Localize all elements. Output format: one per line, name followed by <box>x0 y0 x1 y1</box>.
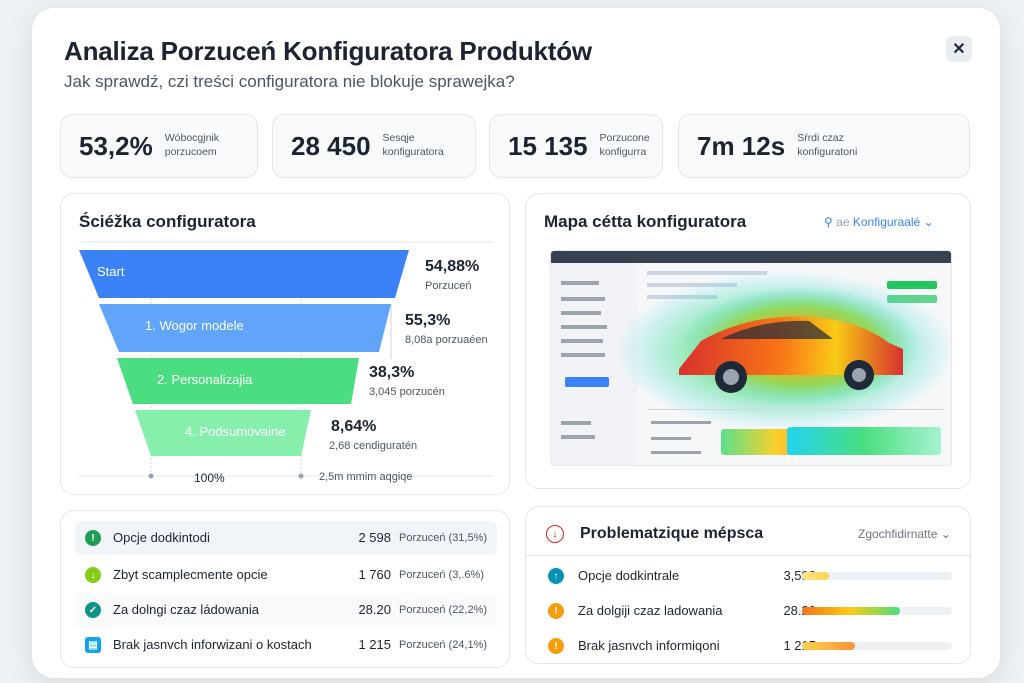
kpi-sessions: 28 450 Sesqje konfiguratora <box>272 114 476 178</box>
dropdown-prefix: ae <box>836 215 850 229</box>
heatmap-screenshot <box>550 250 952 466</box>
funnel-pct-personal: 38,3% <box>369 364 415 381</box>
dropdown-label: Zgochfidirnatte <box>858 527 938 541</box>
reason-share: Porzuceń (22,2%) <box>399 604 488 616</box>
list-item[interactable]: ↓ Zbyt scamplecmente opcie 1 760 Porzuce… <box>75 558 497 592</box>
kpi-label: Porzucone konfigurra <box>599 132 650 158</box>
funnel-pct-summary: 8,64% <box>331 418 377 435</box>
close-button[interactable]: ✕ <box>946 36 972 62</box>
heatmap-card: Mapa cétta konfiguratora ⚲ ae Konfiguraa… <box>525 193 971 489</box>
funnel-footer-left: 100% <box>194 471 225 485</box>
funnel-card: Ściéžka configuratora Start 1. Wogor mod… <box>60 193 510 495</box>
arrow-down-icon: ↓ <box>85 567 101 583</box>
funnel-stage-start <box>79 250 409 298</box>
problem-progress-fill <box>802 642 855 650</box>
kpi-value: 15 135 <box>508 130 588 161</box>
reason-count: 2 598 <box>358 530 391 545</box>
problem-progress <box>802 642 952 650</box>
document-icon: ▤ <box>85 637 101 653</box>
funnel-stage-personal <box>117 358 359 404</box>
kpi-value: 53,2% <box>79 130 153 161</box>
reason-share: Porzuceń (31,5%) <box>399 532 488 544</box>
info-icon: ! <box>85 530 101 546</box>
heatmap-filter-dropdown[interactable]: ⚲ ae Konfiguraalé ⌄ <box>824 215 934 229</box>
funnel-label-start: Start <box>97 264 125 279</box>
funnel-stage-summary <box>135 410 311 456</box>
reason-label: Za dolngi czaz ládowania <box>113 602 259 617</box>
problem-progress <box>802 572 952 580</box>
problem-item[interactable]: ! Brak jasnvch informiqoni 1 215 <box>526 629 972 663</box>
funnel-footer-right: 2,5m mmim aqgiqe <box>319 471 413 483</box>
funnel-sub-summary: 2,68 cendiguratén <box>329 440 418 452</box>
kpi-label: Sesqje konfiguratora <box>382 132 444 158</box>
kpi-abandon-rate: 53,2% Wóbocgjnik porzucoem <box>60 114 258 178</box>
warning-icon: ! <box>548 603 564 619</box>
funnel-sub-model: 8,08a porzuaéen <box>405 334 488 346</box>
divider <box>526 555 972 556</box>
funnel-sub-start: Porzuceń <box>425 280 472 292</box>
kpi-value: 7m 12s <box>697 130 786 161</box>
funnel-stage-model <box>99 304 391 352</box>
problem-label: Za dolgiji czaz ladowania <box>578 603 723 618</box>
analysis-modal: Analiza Porzuceń Konfiguratora Produktów… <box>32 8 1000 678</box>
kpi-label: Sŕrdi czaz konfiguratoni <box>797 132 858 158</box>
list-item[interactable]: ▤ Brak jasnvch inforwizani o kostach 1 2… <box>75 628 497 662</box>
reason-label: Zbyt scamplecmente opcie <box>113 567 268 582</box>
kpi-value: 28 450 <box>291 130 371 161</box>
list-item[interactable]: ✓ Za dolngi czaz ládowania 28.20 Porzuce… <box>75 593 497 627</box>
problem-progress-fill <box>802 572 829 580</box>
search-icon: ⚲ <box>824 215 833 229</box>
problem-progress <box>802 607 952 615</box>
arrow-up-icon: ↑ <box>548 568 564 584</box>
funnel-pct-start: 54,88% <box>425 258 480 275</box>
funnel-chart <box>79 241 493 479</box>
chevron-down-icon: ⌄ <box>923 215 934 229</box>
problem-progress-fill <box>802 607 900 615</box>
funnel-title: Ściéžka configuratora <box>79 212 256 231</box>
problem-item[interactable]: ! Za dolgiji czaz ladowania 28.20 <box>526 594 972 628</box>
chevron-down-icon: ⌄ <box>940 527 951 541</box>
reason-share: Porzuceń (24,1%) <box>399 639 488 651</box>
reason-count: 28.20 <box>358 602 391 617</box>
warning-icon: ! <box>548 638 564 654</box>
problems-card: ↓ Problematzique mépsca Zgochfidirnatte … <box>525 506 972 664</box>
kpi-abandoned: 15 135 Porzucone konfigurra <box>489 114 663 178</box>
reason-count: 1 215 <box>358 637 391 652</box>
problems-filter-dropdown[interactable]: Zgochfidirnatte ⌄ <box>858 527 951 541</box>
funnel-label-model: 1. Wogor modele <box>145 318 244 333</box>
problem-label: Opcje dodkintrale <box>578 568 680 583</box>
reason-share: Porzuceń (3,.6%) <box>399 569 484 581</box>
problem-label: Brak jasnvch informiqoni <box>578 638 720 653</box>
check-icon: ✓ <box>85 602 101 618</box>
funnel-label-summary: 4. Podsumovaine <box>185 424 286 439</box>
reasons-card: ! Opcje dodkintodi 2 598 Porzuceń (31,5%… <box>60 510 510 668</box>
funnel-label-personal: 2. Personalizajia <box>157 372 253 387</box>
list-item[interactable]: ! Opcje dodkintodi 2 598 Porzuceń (31,5%… <box>75 521 497 555</box>
heatmap-image <box>551 251 951 465</box>
kpi-avg-time: 7m 12s Sŕrdi czaz konfiguratoni <box>678 114 970 178</box>
alert-icon: ↓ <box>546 525 564 543</box>
reason-count: 1 760 <box>358 567 391 582</box>
problem-item[interactable]: ↑ Opcje dodkintrale 3,598 <box>526 559 972 593</box>
page-title: Analiza Porzuceń Konfiguratora Produktów <box>64 36 592 66</box>
kpi-label: Wóbocgjnik porzucoem <box>164 132 220 158</box>
reason-label: Opcje dodkintodi <box>113 530 210 545</box>
funnel-sub-personal: 3,045 porzucén <box>369 386 445 398</box>
dropdown-label: Konfiguraalé <box>852 215 921 229</box>
heatmap-title: Mapa cétta konfiguratora <box>544 212 747 231</box>
page-subtitle: Jak sprawdź, czi treści configuratora ni… <box>64 72 515 91</box>
funnel-pct-model: 55,3% <box>405 312 451 329</box>
reason-label: Brak jasnvch inforwizani o kostach <box>113 637 312 652</box>
problems-title: Problematzique mépsca <box>580 525 764 542</box>
